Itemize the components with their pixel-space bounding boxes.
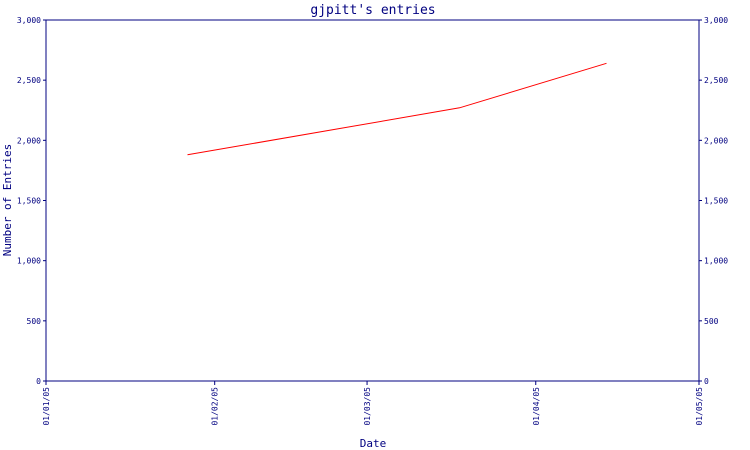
y-tick-label-right: 0 [704, 377, 709, 386]
y-tick-label-left: 500 [27, 317, 42, 326]
y-tick-label-left: 0 [36, 377, 41, 386]
y-tick-label-right: 2,000 [704, 136, 728, 145]
y-axis-title: Number of Entries [1, 144, 14, 257]
x-axis-title: Date [360, 437, 387, 450]
y-tick-label-left: 2,500 [17, 76, 41, 85]
series-line [187, 62, 607, 156]
y-tick-label-right: 1,500 [704, 197, 728, 206]
y-tick-label-left: 1,500 [17, 197, 41, 206]
y-tick-label-right: 500 [704, 317, 719, 326]
x-tick-label: 01/04/05 [532, 387, 541, 426]
y-tick-label-right: 2,500 [704, 76, 728, 85]
chart-title: gjpitt's entries [310, 3, 435, 18]
y-axis-right: 0 500 1,000 1,500 2,000 2,500 3,000 [699, 16, 728, 386]
x-tick-label: 01/01/05 [42, 387, 51, 426]
y-axis-left: 0 500 1,000 1,500 2,000 2,500 3,000 [17, 16, 46, 386]
plot-frame [45, 19, 700, 382]
x-tick-label: 01/03/05 [363, 387, 372, 426]
x-tick-label: 01/05/05 [695, 387, 704, 426]
series-group [187, 62, 607, 156]
x-tick-label: 01/02/05 [211, 387, 220, 426]
x-axis: 01/01/05 01/02/05 01/03/05 01/04/05 01/05/05 [42, 381, 704, 426]
y-tick-label-left: 2,000 [17, 136, 41, 145]
y-tick-label-left: 1,000 [17, 257, 41, 266]
y-tick-label-left: 3,000 [17, 16, 41, 25]
y-tick-label-right: 3,000 [704, 16, 728, 25]
y-tick-label-right: 1,000 [704, 257, 728, 266]
